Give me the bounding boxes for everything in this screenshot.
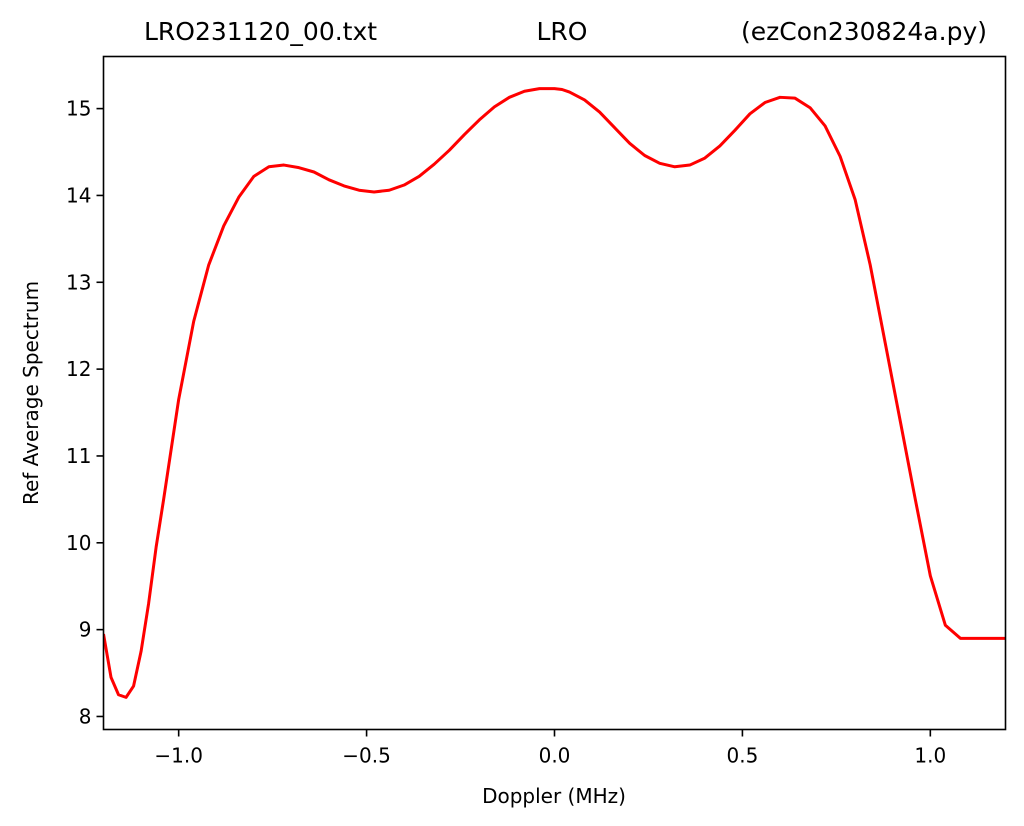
y-tick-label: 9 [79,618,92,642]
title-center: LRO [537,17,588,46]
x-tick-label: 1.0 [914,744,946,768]
y-tick-label: 13 [66,270,91,294]
x-axis: −1.0 −0.5 0.0 0.5 1.0 [154,729,946,768]
y-tick-label: 11 [66,444,91,468]
series-line-1 [103,87,1006,699]
x-tick-label: 0.5 [727,744,759,768]
y-axis-label: Ref Average Spectrum [19,281,43,505]
title-right: (ezCon230824a.py) [741,17,987,46]
y-tick-label: 15 [66,97,91,121]
x-tick-label: −1.0 [154,744,203,768]
y-tick-label: 12 [66,357,91,381]
x-tick-label: 0.0 [539,744,571,768]
x-axis-label: Doppler (MHz) [482,784,626,808]
y-tick-label: 10 [66,531,91,555]
y-axis: 8 9 10 11 12 13 14 15 [66,97,104,728]
plot-frame [102,55,1007,731]
y-tick-label: 14 [66,183,91,207]
title-left: LRO231120_00.txt [144,17,377,46]
y-tick-label: 8 [79,704,92,728]
plot-area [103,87,1006,699]
x-tick-label: −0.5 [342,744,391,768]
